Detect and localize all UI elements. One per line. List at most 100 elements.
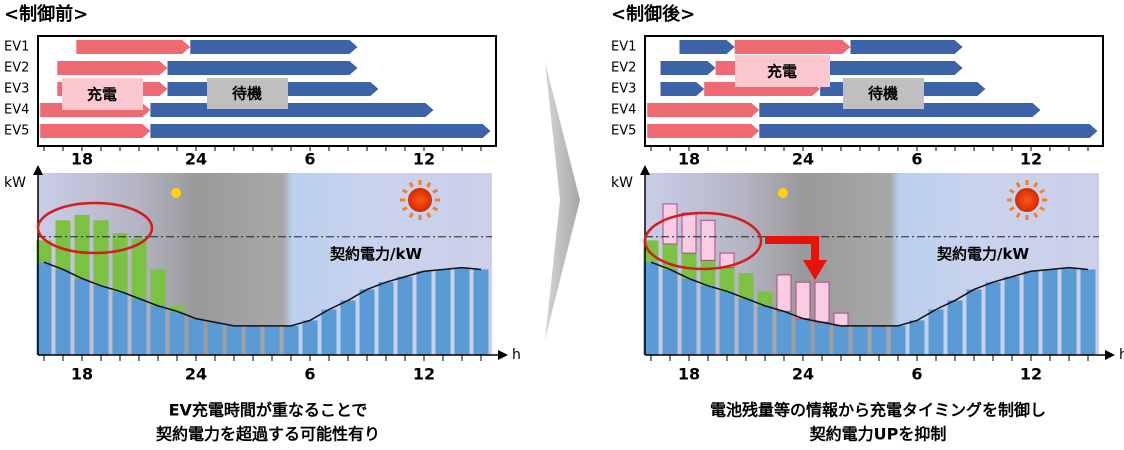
charge-label-box (735, 55, 830, 87)
ev-bar (55, 220, 71, 270)
sun-ray (1039, 188, 1046, 194)
charging-bar (734, 40, 851, 54)
wait-label-box (207, 78, 288, 109)
gantt-tick-label: 12 (1020, 150, 1042, 169)
ev-label: EV5 (611, 124, 636, 139)
shifted-bar (776, 274, 792, 312)
ev-bar (150, 269, 166, 306)
sun-ray (1039, 206, 1046, 212)
base-bar (1004, 276, 1020, 355)
shifted-bar (662, 203, 678, 245)
caption: 契約電力UPを抑制 (809, 425, 947, 444)
gantt-tick-label: 18 (71, 150, 93, 169)
base-bar (852, 325, 868, 355)
base-bar (738, 298, 754, 355)
shifted-bar (833, 312, 849, 327)
base-bar (1042, 269, 1058, 355)
base-bar (264, 325, 280, 355)
shifted-bar (700, 219, 716, 261)
sun-ray (408, 212, 414, 219)
panel-title: <制御後> (611, 3, 695, 25)
x-tick-label: 12 (1020, 365, 1042, 384)
base-bar (245, 325, 261, 355)
sun-ray (1033, 212, 1039, 219)
sun (1015, 188, 1039, 212)
x-tick-label: 24 (185, 365, 207, 384)
base-bar (662, 269, 678, 355)
ev-label: EV3 (611, 82, 636, 97)
shift-arrow-head (803, 260, 827, 280)
ev-label: EV2 (4, 61, 29, 76)
base-line (43, 261, 482, 327)
base-bar (397, 276, 413, 355)
base-bar (890, 325, 906, 355)
sun-ray (1008, 188, 1015, 194)
x-axis-arrow (498, 350, 508, 360)
shifted-bar (814, 281, 830, 323)
waiting-bar (759, 124, 1098, 138)
transition-arrow (545, 62, 580, 340)
ev-bar (738, 273, 754, 299)
gantt-tick-label: 12 (413, 150, 435, 169)
wait-label: 待機 (868, 85, 898, 103)
x-tick-label: 18 (678, 365, 700, 384)
waiting-bar (679, 40, 735, 54)
x-tick-label: 12 (413, 365, 435, 384)
base-bar (283, 325, 299, 355)
ev-label: EV1 (611, 40, 636, 55)
base-bar (55, 269, 71, 355)
base-bar (1023, 271, 1039, 355)
gantt-tick-label: 18 (678, 150, 700, 169)
base-bar (1061, 267, 1077, 355)
sun-ray (1015, 181, 1021, 188)
x-axis-arrow (1105, 350, 1115, 360)
ev-bar (719, 267, 735, 292)
base-bar (150, 305, 166, 355)
y-label: kW (611, 175, 633, 191)
base-bar (226, 325, 242, 355)
sun-ray (426, 181, 432, 188)
base-bar (757, 305, 773, 355)
charging-bar (76, 40, 191, 54)
base-bar (93, 285, 109, 355)
base-bar (321, 309, 337, 355)
x-label: h (1119, 347, 1124, 363)
waiting-bar (850, 40, 963, 54)
base-bar (833, 325, 849, 355)
ev-bar (700, 260, 716, 286)
waiting-bar (167, 61, 358, 75)
base-bar (985, 282, 1001, 355)
sun-ray (401, 206, 408, 212)
x-tick-label: 6 (304, 365, 315, 384)
charging-bar (40, 124, 151, 138)
waiting-bar (150, 124, 491, 138)
base-bar (871, 325, 887, 355)
waiting-bar (759, 103, 1041, 117)
star (171, 188, 181, 198)
base-bar (814, 322, 830, 355)
x-label: h (512, 347, 521, 363)
base-bar (378, 282, 394, 355)
ev-label: EV3 (4, 82, 29, 97)
base-bar (643, 262, 659, 355)
base-bar (36, 262, 52, 355)
x-tick-label: 6 (911, 365, 922, 384)
y-label: kW (4, 175, 26, 191)
base-bar (776, 311, 792, 355)
sun-ray (1033, 181, 1039, 188)
charging-bar (647, 124, 760, 138)
contract-label: 契約電力/kW (936, 245, 1029, 263)
shifted-bar (681, 212, 697, 254)
shifted-bar (795, 281, 811, 320)
base-bar (359, 289, 375, 355)
ev-bar (74, 214, 90, 279)
charge-label: 充電 (87, 86, 117, 104)
charge-label-box (62, 78, 143, 110)
ev-bar (112, 233, 128, 292)
gantt-tick-label: 6 (304, 150, 315, 169)
base-bar (928, 309, 944, 355)
gantt-tick-label: 24 (185, 150, 207, 169)
base-bar (681, 278, 697, 355)
